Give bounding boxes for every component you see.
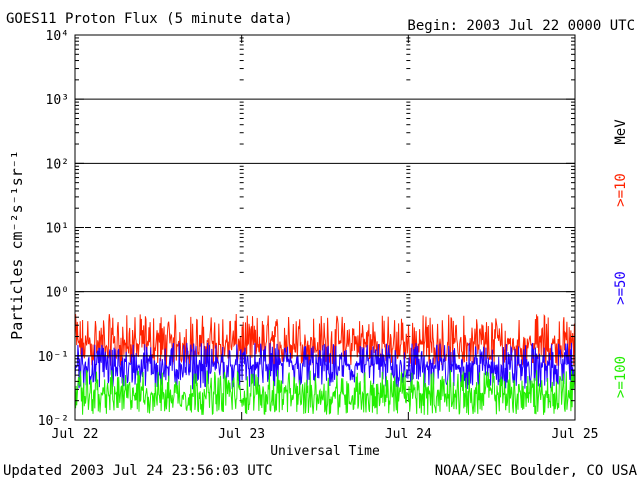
series-label-50mev: >=50 (613, 271, 629, 305)
x-tick-label: Jul 23 (218, 427, 265, 442)
series-label-100mev: >=100 (613, 356, 629, 398)
credit-text: NOAA/SEC Boulder, CO USA (435, 463, 638, 479)
series-line-10mev (74, 313, 576, 367)
x-tick-label: Jul 22 (52, 427, 99, 442)
series-label-10mev: >=10 (613, 173, 629, 207)
y-tick-label: 10⁻² (38, 414, 69, 429)
y-tick-label: 10³ (46, 93, 69, 108)
y-tick-label: 10² (46, 157, 69, 172)
series-line-100mev (74, 370, 576, 416)
y-axis-ticks: 10⁻² 10⁻¹ 10⁰ 10¹ 10² 10³ 10⁴ (38, 29, 575, 429)
y-tick-label: 10¹ (46, 222, 69, 237)
chart-title: GOES11 Proton Flux (5 minute data) (6, 11, 293, 27)
begin-date: Begin: 2003 Jul 22 0000 UTC (407, 18, 635, 34)
y-tick-label: 10⁰ (46, 286, 69, 301)
y-tick-label: 10⁻¹ (38, 350, 69, 365)
y-axis-label: Particles cm⁻²s⁻¹sr⁻¹ (8, 150, 26, 340)
x-axis-ticks: Jul 22 Jul 23 Jul 24 Jul 25 (52, 35, 599, 442)
updated-timestamp: Updated 2003 Jul 24 23:56:03 UTC (3, 463, 273, 479)
y-tick-label: 10⁴ (46, 29, 69, 44)
data-series (74, 313, 576, 416)
units-label: MeV (613, 119, 629, 145)
x-tick-label: Jul 24 (385, 427, 432, 442)
x-tick-label: Jul 25 (552, 427, 599, 442)
x-axis-label: Universal Time (270, 444, 380, 459)
